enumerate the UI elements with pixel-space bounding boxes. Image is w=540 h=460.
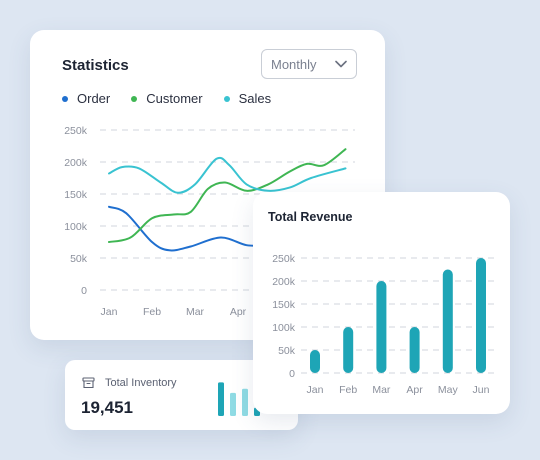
revenue-bar-apr[interactable] [409,327,420,373]
legend-label-sales: Sales [238,91,272,106]
statistics-card: Statistics Monthly Order Customer Sales … [30,30,385,340]
archive-icon [82,377,95,389]
series-line-sales [108,156,347,194]
legend-dot-order [62,95,68,102]
y-tick-label: 100k [272,322,296,334]
revenue-bar-jun[interactable] [476,258,486,373]
inventory-value: 19,451 [81,398,133,417]
revenue-card: Total Revenue 250k 200k 150k 100k 50k 0 Jan Feb… [253,192,510,414]
y-tick-label: 100k [64,221,88,233]
revenue-bar-chart: 250k 200k 150k 100k 50k 0 Jan Feb Mar Apr May Jun [272,253,498,396]
y-tick-label: 0 [289,368,295,380]
x-tick-label: Apr [406,384,423,396]
x-tick-label: Apr [230,306,247,318]
revenue-bar-feb[interactable] [343,327,354,373]
revenue-bar-mar[interactable] [376,281,387,373]
legend-dot-sales [223,95,230,102]
chevron-down-icon [335,60,347,68]
legend-item-sales[interactable]: Sales [223,91,272,106]
y-tick-label: 200k [64,157,88,169]
legend-dot-customer [131,95,138,102]
y-tick-label: 250k [64,125,88,137]
inventory-label: Total Inventory [105,377,177,389]
inventory-mini-chart [218,382,260,416]
y-tick-label: 150k [64,189,88,201]
x-tick-label: Jan [101,306,118,318]
inventory-mini-bar [242,388,248,416]
series-line-customer [108,148,347,243]
legend-item-customer[interactable]: Customer [131,91,203,106]
legend-label-customer: Customer [146,91,203,106]
legend-item-order[interactable]: Order [62,91,110,106]
y-tick-label: 200k [272,276,296,288]
y-tick-label: 0 [81,285,87,297]
inventory-mini-bar [230,392,236,416]
statistics-title: Statistics [62,57,129,74]
x-tick-label: Feb [143,306,161,318]
x-tick-label: Feb [339,384,357,396]
period-dropdown-value: Monthly [271,57,317,72]
y-tick-label: 50k [70,253,88,265]
inventory-mini-bar [218,382,224,416]
y-tick-label: 250k [272,253,296,265]
x-tick-label: Mar [372,384,391,396]
statistics-legend: Order Customer Sales [62,91,271,106]
revenue-title: Total Revenue [268,210,353,224]
x-tick-label: May [438,384,459,396]
period-dropdown[interactable]: Monthly [261,49,357,79]
revenue-bar-may[interactable] [442,269,453,374]
y-tick-label: 50k [278,345,296,357]
y-tick-label: 150k [272,299,296,311]
x-tick-label: Mar [186,306,205,318]
revenue-bar-jan[interactable] [310,350,320,373]
legend-label-order: Order [77,91,111,106]
x-tick-label: Jan [307,384,324,396]
x-tick-label: Jun [473,384,490,396]
series-line-order [108,205,270,252]
